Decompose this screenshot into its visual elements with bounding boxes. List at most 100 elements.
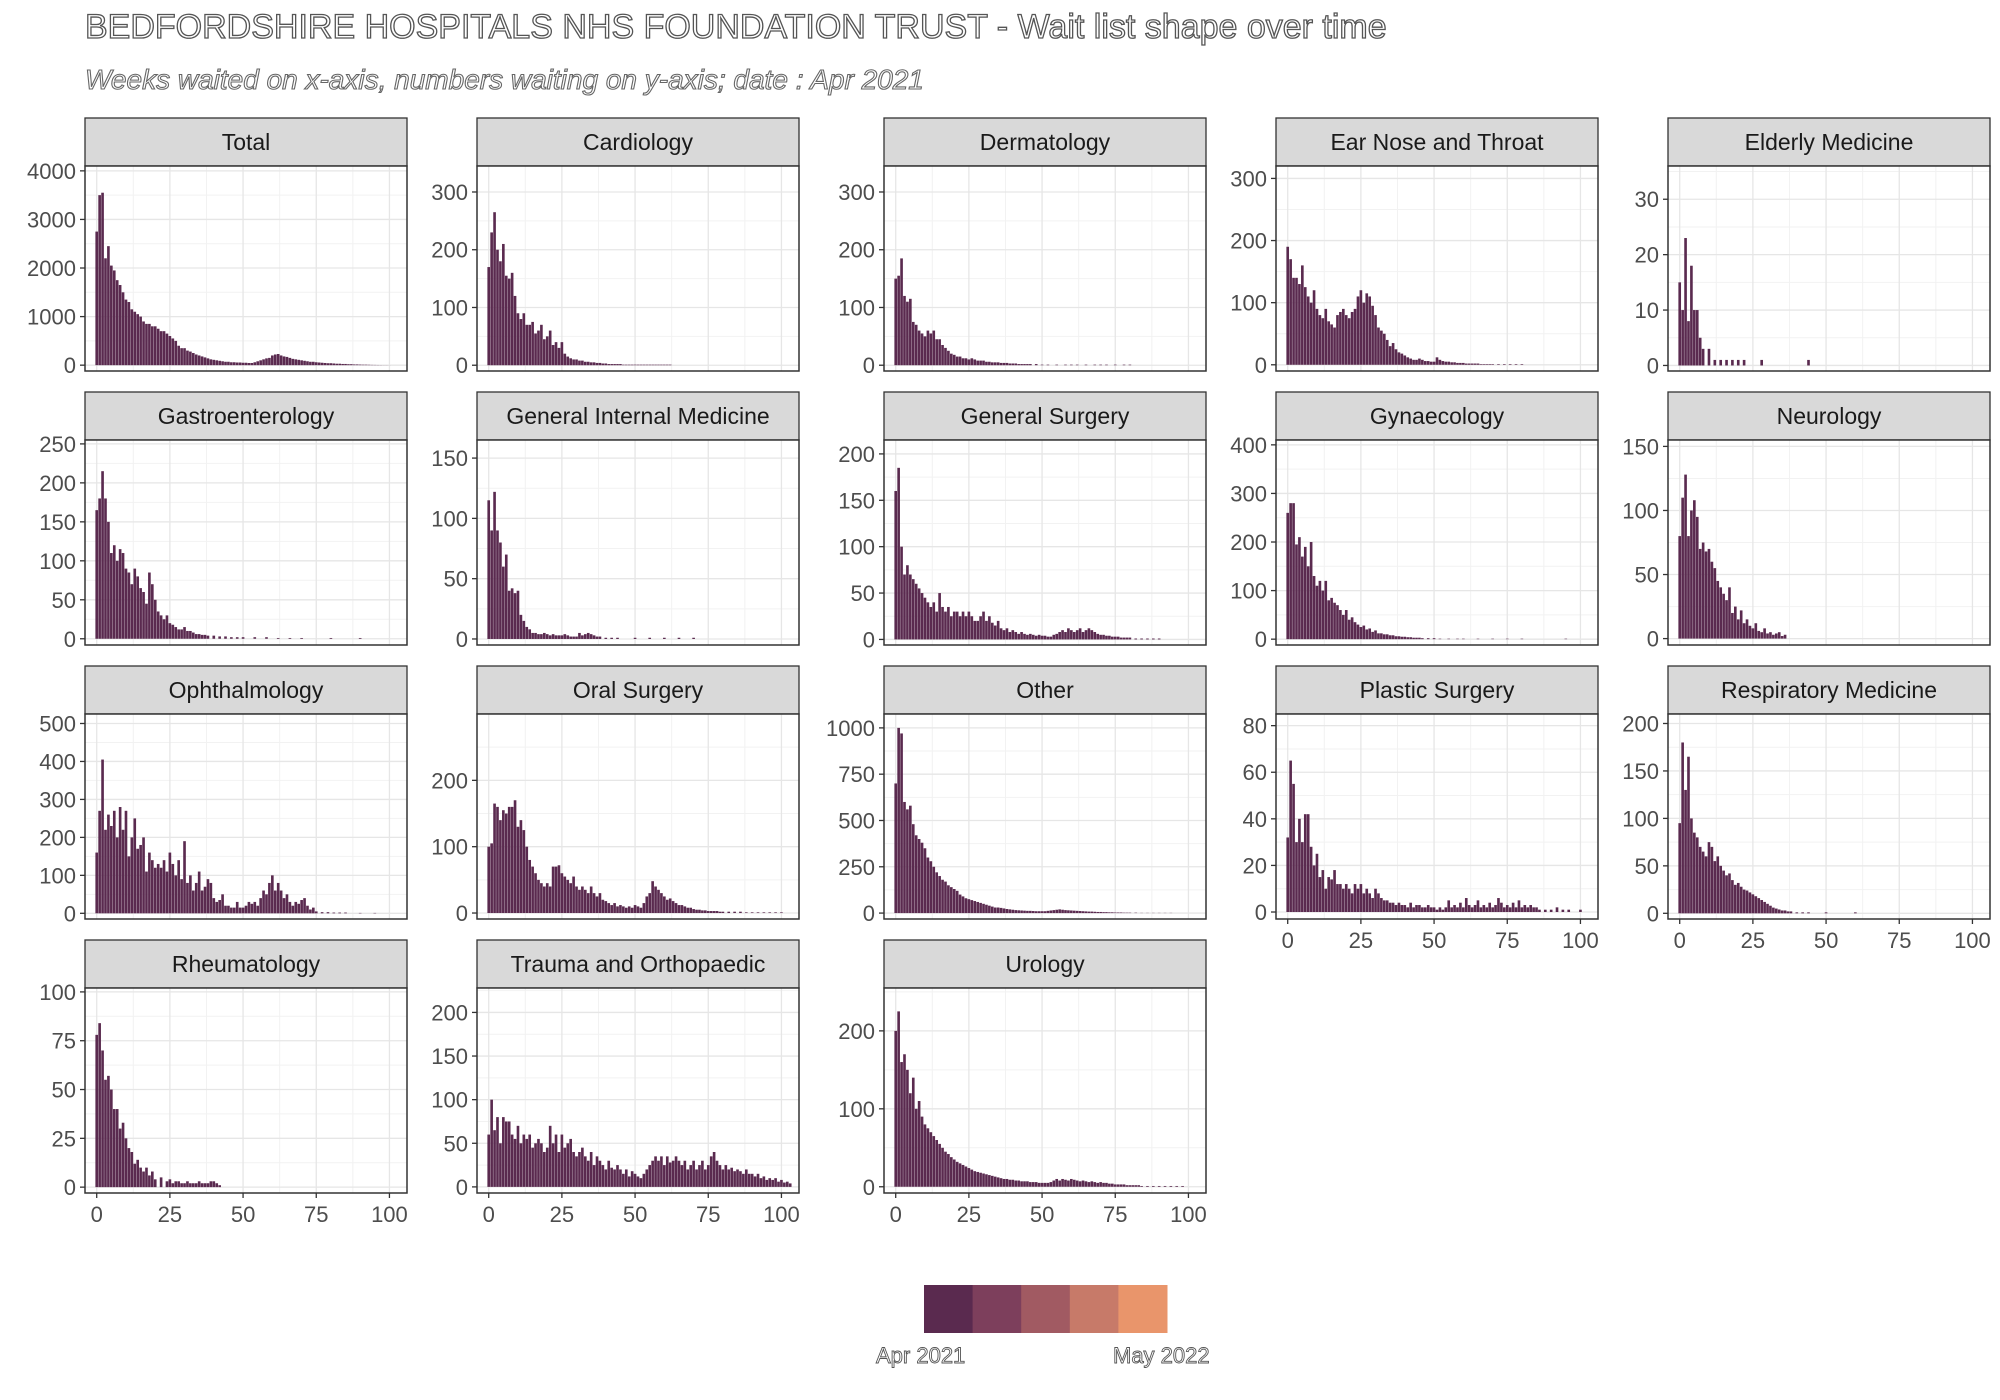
y-tick-label: 100 (431, 1088, 468, 1113)
legend-swatch (1069, 1285, 1119, 1333)
bar (1681, 310, 1684, 366)
bar (1026, 910, 1029, 914)
bar (1362, 893, 1366, 913)
facet-elderly-medicine: Elderly Medicine 0 10 20 30 (1635, 117, 1991, 378)
bar (581, 886, 584, 914)
bar (929, 333, 933, 366)
bar (1301, 842, 1304, 913)
bar (1298, 818, 1301, 913)
bar (1093, 1182, 1097, 1187)
bar (1064, 1179, 1067, 1187)
facet-total: Total 0 1000 2000 3000 4000 (27, 117, 408, 378)
bar (654, 886, 657, 914)
bar (1017, 633, 1020, 640)
bar (487, 1134, 491, 1187)
bar (1064, 632, 1067, 640)
bar (999, 1178, 1003, 1187)
bar (604, 901, 608, 914)
facet-strip (84, 391, 408, 441)
bar (938, 876, 941, 914)
y-tick-label: 20 (1243, 853, 1267, 878)
bar (1426, 638, 1430, 640)
panel-border (1275, 713, 1599, 920)
bar (964, 358, 968, 366)
bar (507, 1121, 511, 1187)
bar (221, 894, 224, 914)
bar (566, 879, 570, 914)
y-tick-label: 150 (431, 446, 468, 471)
bar (1017, 364, 1020, 366)
bar (1333, 870, 1336, 913)
bar (762, 912, 766, 914)
bar (923, 848, 927, 914)
bar (502, 243, 505, 366)
facet-strip-label: Total (222, 129, 271, 155)
bar (979, 902, 982, 914)
bar (926, 330, 930, 366)
bar (314, 911, 318, 914)
bar (557, 1152, 561, 1187)
bar (627, 906, 631, 914)
bar (645, 1169, 649, 1187)
bar (1801, 912, 1804, 914)
bar (1031, 634, 1035, 640)
bar (1754, 623, 1758, 639)
x-tick-label: 0 (1674, 928, 1686, 953)
bar (1500, 902, 1503, 913)
bar (598, 362, 602, 366)
bar (1309, 302, 1313, 365)
bar (563, 1147, 567, 1187)
bar (1344, 610, 1348, 640)
bar (572, 876, 575, 914)
bar (1105, 635, 1108, 640)
bar (1339, 884, 1342, 913)
bar (785, 1181, 789, 1187)
facet-strip-label: Neurology (1777, 403, 1882, 429)
bar (1002, 630, 1006, 640)
bar (575, 886, 578, 914)
bar (499, 1143, 502, 1187)
bar (900, 733, 903, 914)
bar (950, 353, 953, 366)
bar (525, 324, 529, 366)
bar (358, 637, 362, 639)
bar (133, 568, 137, 639)
bar (528, 324, 532, 366)
bar (507, 590, 511, 639)
bar (604, 637, 608, 639)
bar (303, 898, 306, 914)
bar (680, 1165, 684, 1187)
bar (516, 313, 520, 366)
y-tick-label: 50 (52, 588, 76, 613)
bar (227, 905, 230, 914)
bar (1543, 909, 1547, 913)
bar (630, 1171, 634, 1187)
bar (487, 267, 491, 366)
bar (545, 1147, 549, 1187)
facet-strip-label: General Internal Medicine (506, 403, 769, 429)
x-tick-label: 50 (1814, 928, 1838, 953)
bar (771, 1179, 774, 1187)
bar (1734, 884, 1737, 914)
y-tick-label: 0 (64, 1175, 76, 1200)
bar (1435, 357, 1439, 365)
bar (613, 1169, 616, 1187)
bar (1681, 497, 1684, 639)
panel-border (1667, 713, 1991, 920)
bar (990, 362, 994, 366)
bar (212, 359, 216, 366)
bar (1067, 628, 1070, 640)
bar (624, 1169, 628, 1187)
y-tick-label: 100 (39, 863, 76, 888)
bar (1125, 637, 1129, 640)
bar (1020, 910, 1023, 914)
bar (189, 875, 192, 914)
bar (982, 611, 985, 640)
bar (1330, 597, 1333, 640)
bar (540, 1143, 543, 1187)
y-tick-label: 300 (39, 787, 76, 812)
bar (633, 637, 637, 639)
bar (1479, 364, 1483, 365)
bar (903, 801, 906, 914)
bar (510, 1134, 514, 1187)
